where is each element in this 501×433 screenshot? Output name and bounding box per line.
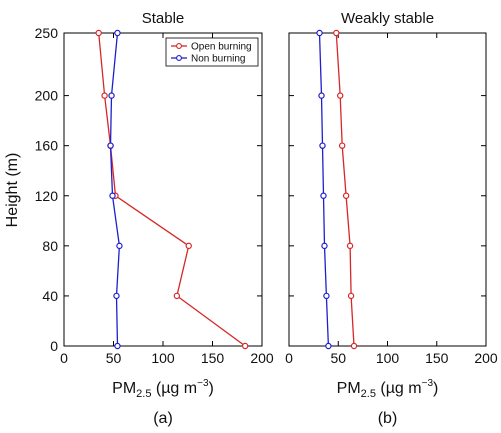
data-point-open-burning [185, 242, 192, 250]
x-axis-label-units-exp: −3 [197, 378, 209, 389]
y-tick-label: 120 [35, 188, 59, 204]
chart-panel-1: Stable 0 50 100 150 200 0 40 80 120 160 200 250 PM2.5… [4, 10, 274, 427]
legend-marker-open-burning [176, 43, 182, 49]
chart-title: Stable [142, 10, 185, 27]
x-axis-label-units-suffix: ) [209, 380, 214, 397]
data-point-non-burning [325, 342, 332, 350]
y-tick-label: 0 [50, 338, 58, 354]
data-point-open-burning [173, 292, 181, 300]
data-point-open-burning [347, 292, 355, 300]
x-axis-label-units-suffix: ) [433, 380, 438, 397]
x-axis-label: PM2.5 (µg m−3) [112, 378, 214, 400]
x-tick-label: 100 [376, 350, 400, 366]
data-point-open-burning [95, 29, 102, 37]
data-point-non-burning [323, 292, 330, 300]
y-tick-label: 250 [35, 25, 59, 41]
x-tick-label: 0 [285, 350, 293, 366]
x-tick-label: 200 [250, 350, 274, 366]
data-point-non-burning [114, 29, 121, 37]
legend-marker-non-burning [176, 55, 182, 61]
data-point-open-burning [338, 142, 346, 149]
x-tick-label: 50 [330, 350, 346, 366]
y-tick-label: 80 [42, 238, 58, 254]
x-axis-label-units-exp: −3 [422, 378, 434, 389]
x-axis-label-units-prefix: (µg m [151, 380, 197, 397]
panel-label: (a) [153, 410, 173, 427]
plot-frame [288, 32, 487, 347]
data-point-non-burning [114, 342, 121, 350]
data-point-non-burning [116, 242, 123, 250]
x-axis-label-units-prefix: (µg m [376, 380, 422, 397]
data-point-non-burning [107, 142, 114, 149]
legend-box [165, 37, 259, 67]
y-tick-label: 200 [35, 88, 59, 104]
series-line-open-burning [98, 32, 246, 347]
y-tick-label: 40 [42, 288, 58, 304]
x-tick-label: 50 [106, 350, 122, 366]
x-tick-label: 150 [201, 350, 225, 366]
legend-label-non-burning: Non burning [191, 54, 245, 65]
y-tick-label: 160 [35, 138, 59, 154]
x-tick-label: 0 [60, 350, 68, 366]
data-point-open-burning [333, 29, 340, 37]
x-tick-label: 100 [151, 350, 175, 366]
y-axis-label: Height (m) [4, 153, 21, 228]
data-point-non-burning [318, 92, 325, 99]
legend-label-open-burning: Open burning [191, 42, 252, 53]
data-point-open-burning [342, 192, 350, 199]
data-point-open-burning [101, 92, 108, 99]
data-point-non-burning [113, 292, 120, 300]
plot-frame [63, 32, 263, 347]
data-point-non-burning [316, 29, 323, 37]
data-point-non-burning [109, 192, 116, 199]
data-point-open-burning [241, 342, 249, 350]
panel-label: (b) [378, 410, 398, 427]
x-axis-label: PM2.5 (µg m−3) [337, 378, 439, 400]
x-axis-label-prefix: PM [112, 380, 136, 397]
x-axis-label-prefix: PM [337, 380, 361, 397]
x-axis-label-subscript: 2.5 [136, 388, 151, 400]
data-point-non-burning [108, 92, 115, 99]
chart-title: Weakly stable [341, 10, 434, 27]
data-point-non-burning [321, 242, 328, 250]
data-point-non-burning [320, 192, 327, 199]
data-point-open-burning [350, 342, 358, 350]
x-tick-label: 150 [425, 350, 449, 366]
data-point-open-burning [346, 242, 354, 250]
data-point-open-burning [337, 92, 344, 99]
data-point-non-burning [319, 142, 326, 149]
x-tick-label: 200 [474, 350, 498, 366]
x-axis-label-subscript: 2.5 [361, 388, 376, 400]
